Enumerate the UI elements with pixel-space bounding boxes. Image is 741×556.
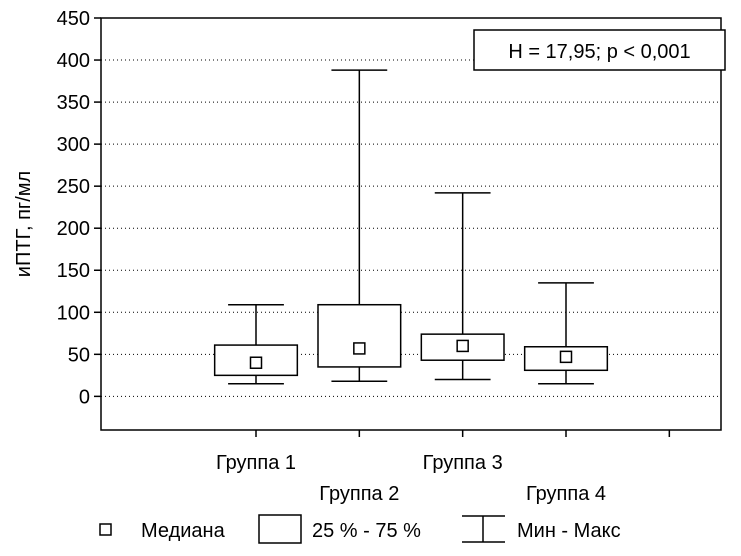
- x-category-label: Группа 3: [423, 452, 503, 474]
- stat-annotation-box: [473, 29, 726, 71]
- y-tick-label: 0: [79, 386, 90, 408]
- median-marker: [249, 356, 263, 369]
- legend-whisker-icon: [462, 515, 505, 543]
- y-tick-label: 400: [57, 50, 90, 72]
- grid: [101, 59, 721, 397]
- x-category-label: Группа 2: [319, 483, 399, 505]
- x-category-label: Группа 1: [216, 452, 296, 474]
- y-tick-label: 250: [57, 176, 90, 198]
- y-axis-ticks: 0 50 100 150 200 250 300 350 400 450: [57, 8, 101, 408]
- legend-box-icon: [258, 514, 302, 544]
- legend-median-icon: [99, 523, 112, 536]
- legend-box-label: 25 % - 75 %: [312, 520, 421, 542]
- box-group: [317, 69, 402, 382]
- legend-median-label: Медиана: [141, 520, 226, 542]
- boxes: [213, 69, 609, 385]
- median-marker: [456, 339, 469, 353]
- legend-whisker-label: Мин - Макс: [517, 520, 621, 542]
- y-tick-label: 150: [57, 260, 90, 282]
- box-group: [213, 303, 299, 385]
- y-tick-label: 350: [57, 92, 90, 114]
- median-marker: [353, 342, 366, 355]
- y-tick-label: 100: [57, 302, 90, 324]
- y-tick-label: 300: [57, 134, 90, 156]
- y-tick-label: 450: [57, 8, 90, 30]
- box-group: [420, 192, 505, 381]
- x-category-label: Группа 4: [526, 483, 606, 505]
- plot-frame: [100, 17, 722, 431]
- y-axis-title: иПТГ, пг/мл: [13, 171, 35, 277]
- median-marker: [559, 350, 573, 364]
- y-tick-label: 50: [68, 344, 90, 366]
- stat-annotation-text: H = 17,95; p < 0,001: [508, 41, 690, 63]
- box-group: [523, 282, 609, 385]
- stat-annotation: H = 17,95; p < 0,001: [473, 29, 726, 71]
- legend: Медиана 25 % - 75 % Мин - Макс: [99, 514, 621, 544]
- y-tick-label: 200: [57, 218, 90, 240]
- x-axis-ticks: Группа 1 Группа 2 Группа 3 Группа 4: [216, 430, 671, 505]
- box-iqr: [317, 303, 402, 368]
